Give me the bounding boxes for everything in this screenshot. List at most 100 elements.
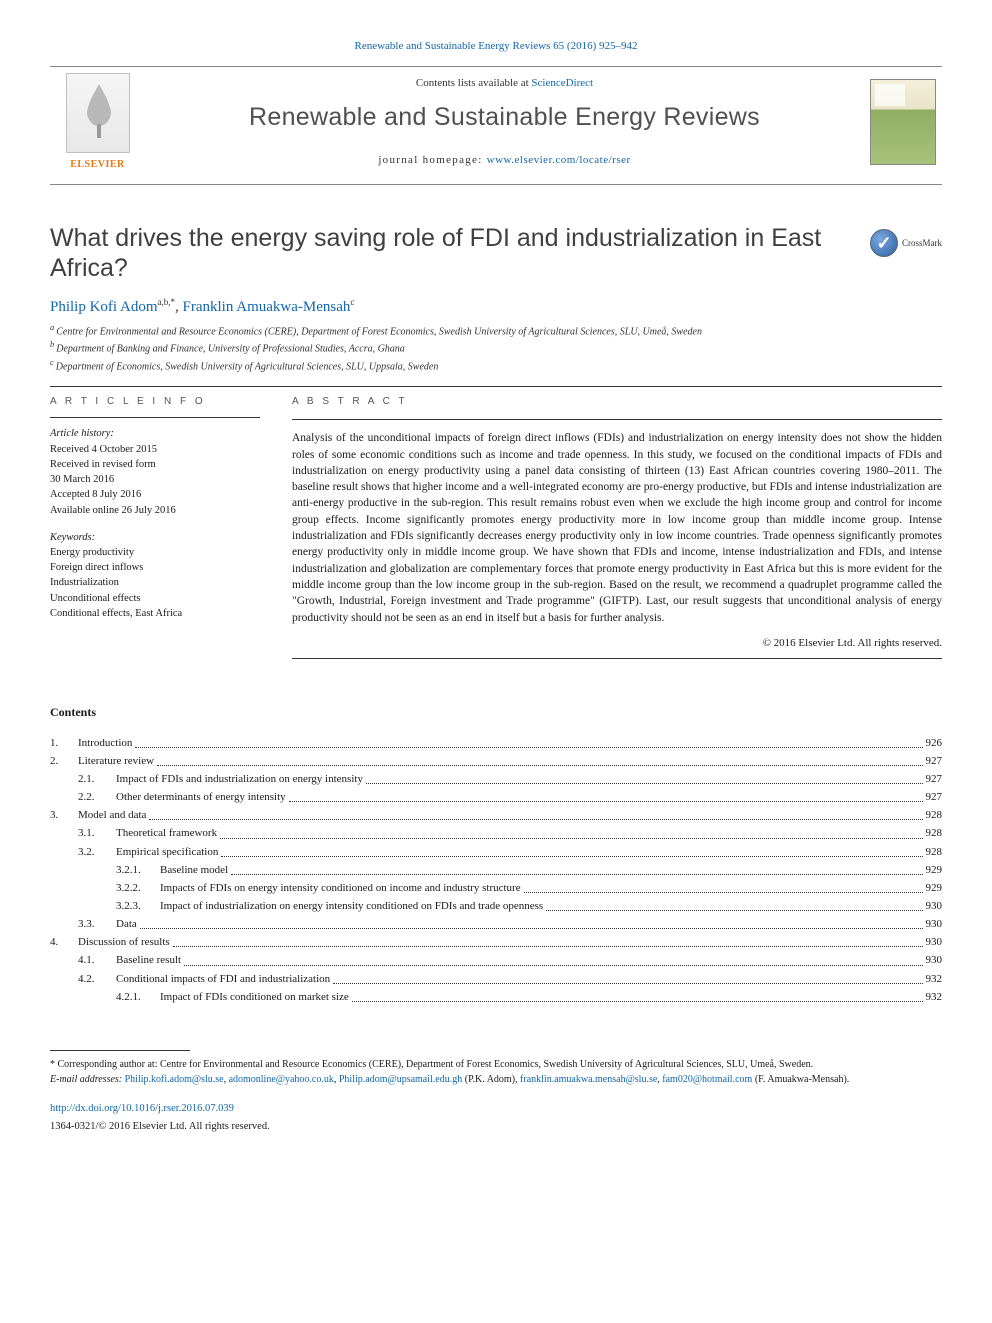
article-info-heading: A R T I C L E I N F O — [50, 395, 260, 410]
toc-row[interactable]: 3.2.1.Baseline model 929 — [50, 861, 942, 879]
toc-row[interactable]: 2.1.Impact of FDIs and industrialization… — [50, 770, 942, 788]
journal-homepage-line: journal homepage: www.elsevier.com/locat… — [155, 154, 854, 166]
toc-page: 928 — [926, 806, 943, 824]
toc-page: 932 — [926, 970, 943, 988]
author-list: Philip Kofi Adoma,b,*, Franklin Amuakwa-… — [50, 297, 942, 316]
toc-number: 4.2. — [78, 970, 116, 988]
toc-leader-dots — [135, 734, 922, 748]
toc-row[interactable]: 4.Discussion of results 930 — [50, 933, 942, 951]
author-1-affil-sup: a,b,* — [158, 297, 176, 307]
issn-copyright-line: 1364-0321/© 2016 Elsevier Ltd. All right… — [50, 1119, 942, 1135]
history-lines: Received 4 October 2015Received in revis… — [50, 442, 260, 518]
toc-row[interactable]: 3.2.3.Impact of industrialization on ene… — [50, 897, 942, 915]
toc-row[interactable]: 3.2.2.Impacts of FDIs on energy intensit… — [50, 879, 942, 897]
toc-leader-dots — [333, 970, 922, 984]
author-link-1[interactable]: Philip Kofi Adom — [50, 299, 158, 315]
toc-number: 4. — [50, 933, 78, 951]
abstract-heading: A B S T R A C T — [292, 395, 942, 409]
toc-page: 930 — [926, 915, 943, 933]
toc-page: 926 — [926, 734, 943, 752]
info-abstract-row: A R T I C L E I N F O Article history: R… — [50, 395, 942, 665]
toc-page: 932 — [926, 988, 943, 1006]
toc-leader-dots — [221, 843, 922, 857]
email-link[interactable]: adomonline@yahoo.co.uk — [229, 1074, 334, 1085]
page-root: Renewable and Sustainable Energy Reviews… — [0, 0, 992, 1164]
toc-row[interactable]: 3.2.Empirical specification 928 — [50, 843, 942, 861]
author-link-2[interactable]: Franklin Amuakwa-Mensah — [183, 299, 351, 315]
keyword-line: Foreign direct inflows — [50, 560, 260, 575]
citation-header: Renewable and Sustainable Energy Reviews… — [50, 40, 942, 52]
toc-leader-dots — [546, 897, 922, 911]
toc-row[interactable]: 4.2.1.Impact of FDIs conditioned on mark… — [50, 988, 942, 1006]
toc-leader-dots — [524, 879, 923, 893]
abstract-text: Analysis of the unconditional impacts of… — [292, 430, 942, 626]
toc-title: Other determinants of energy intensity — [116, 788, 286, 806]
keyword-line: Unconditional effects — [50, 591, 260, 606]
toc-row[interactable]: 4.2.Conditional impacts of FDI and indus… — [50, 970, 942, 988]
homepage-label: journal homepage: — [378, 154, 486, 166]
toc-title: Theoretical framework — [116, 824, 217, 842]
toc-page: 930 — [926, 951, 943, 969]
affiliation-line: a Centre for Environmental and Resource … — [50, 322, 942, 339]
toc-page: 930 — [926, 933, 943, 951]
email-line: E-mail addresses: Philip.kofi.adom@slu.s… — [50, 1072, 942, 1087]
toc-leader-dots — [366, 770, 923, 784]
crossmark-badge-wrap[interactable]: ✓ CrossMark — [870, 229, 942, 257]
toc-leader-dots — [140, 915, 923, 929]
author-2-affil-sup: c — [350, 297, 354, 307]
masthead-center: Contents lists available at ScienceDirec… — [145, 73, 864, 170]
toc-title: Baseline result — [116, 951, 181, 969]
keyword-line: Conditional effects, East Africa — [50, 606, 260, 621]
abstract-divider-2 — [292, 658, 942, 659]
elsevier-wordmark: ELSEVIER — [70, 159, 125, 170]
toc-row[interactable]: 3.1.Theoretical framework 928 — [50, 824, 942, 842]
article-title: What drives the energy saving role of FD… — [50, 223, 858, 283]
citation-link[interactable]: Renewable and Sustainable Energy Reviews… — [355, 40, 638, 52]
publisher-block: ELSEVIER — [50, 73, 145, 170]
email-link[interactable]: fam020@hotmail.com — [662, 1074, 752, 1085]
affiliations-block: a Centre for Environmental and Resource … — [50, 322, 942, 374]
toc-page: 928 — [926, 824, 943, 842]
toc-leader-dots — [220, 824, 922, 838]
toc-row[interactable]: 3.3.Data 930 — [50, 915, 942, 933]
toc-title: Empirical specification — [116, 843, 218, 861]
toc-page: 927 — [926, 770, 943, 788]
history-label: Article history: — [50, 426, 260, 441]
journal-homepage-link[interactable]: www.elsevier.com/locate/rser — [487, 154, 631, 166]
toc-number: 1. — [50, 734, 78, 752]
toc-row[interactable]: 1.Introduction 926 — [50, 734, 942, 752]
email-link[interactable]: franklin.amuakwa.mensah@slu.se — [520, 1074, 657, 1085]
title-row: What drives the energy saving role of FD… — [50, 223, 942, 283]
toc-row[interactable]: 2.Literature review 927 — [50, 752, 942, 770]
toc-title: Baseline model — [160, 861, 228, 879]
toc-number: 3.2. — [78, 843, 116, 861]
doi-line: http://dx.doi.org/10.1016/j.rser.2016.07… — [50, 1101, 942, 1117]
toc-leader-dots — [157, 752, 922, 766]
toc-title: Conditional impacts of FDI and industria… — [116, 970, 330, 988]
info-divider-1 — [50, 417, 260, 418]
toc-row[interactable]: 2.2.Other determinants of energy intensi… — [50, 788, 942, 806]
email-link[interactable]: Philip.adom@upsamail.edu.gh — [339, 1074, 462, 1085]
email-link[interactable]: Philip.kofi.adom@slu.se — [125, 1074, 224, 1085]
toc-row[interactable]: 3.Model and data 928 — [50, 806, 942, 824]
crossmark-label: CrossMark — [902, 238, 942, 248]
toc-leader-dots — [289, 788, 923, 802]
toc-leader-dots — [184, 951, 922, 965]
toc-page: 927 — [926, 788, 943, 806]
toc-row[interactable]: 4.1.Baseline result 930 — [50, 951, 942, 969]
toc-number: 3.2.2. — [116, 879, 160, 897]
abstract-divider-1 — [292, 419, 942, 420]
abstract-column: A B S T R A C T Analysis of the uncondit… — [292, 395, 942, 665]
toc-page: 928 — [926, 843, 943, 861]
toc-title: Impact of FDIs conditioned on market siz… — [160, 988, 349, 1006]
footnotes-block: * Corresponding author at: Centre for En… — [50, 1057, 942, 1135]
toc-number: 3. — [50, 806, 78, 824]
doi-link[interactable]: http://dx.doi.org/10.1016/j.rser.2016.07… — [50, 1103, 234, 1114]
keyword-lines: Energy productivityForeign direct inflow… — [50, 545, 260, 621]
toc-title: Introduction — [78, 734, 132, 752]
article-info-column: A R T I C L E I N F O Article history: R… — [50, 395, 260, 665]
toc-number: 3.3. — [78, 915, 116, 933]
toc-number: 3.2.3. — [116, 897, 160, 915]
sciencedirect-link[interactable]: ScienceDirect — [531, 77, 593, 89]
email-label: E-mail addresses: — [50, 1074, 125, 1085]
